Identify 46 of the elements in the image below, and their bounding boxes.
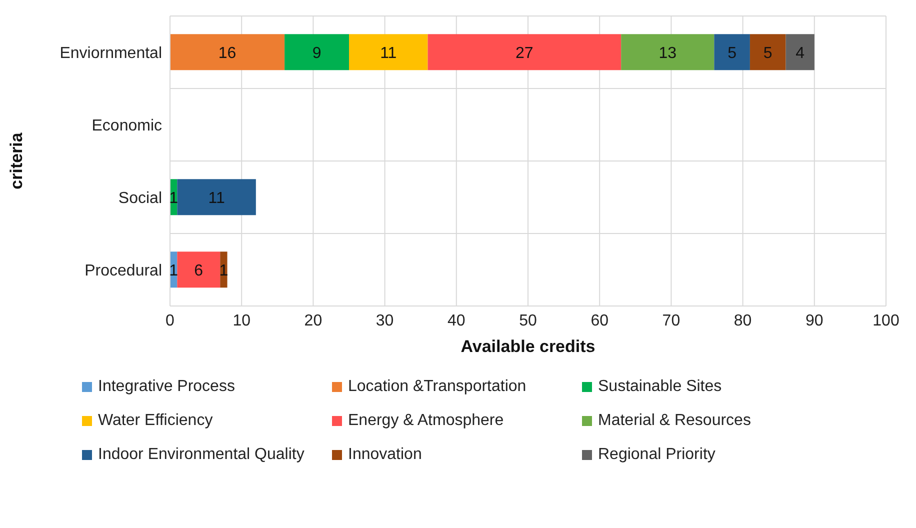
data-label: 5 — [763, 44, 772, 62]
x-tick-label: 0 — [166, 312, 175, 330]
bar — [349, 34, 428, 70]
x-tick-label: 10 — [232, 312, 251, 330]
data-label: 4 — [796, 44, 805, 62]
legend-label: Sustainable Sites — [598, 378, 722, 396]
legend-label: Regional Priority — [598, 446, 716, 464]
data-label: 6 — [194, 262, 204, 280]
legend-label: Integrative Process — [98, 378, 235, 396]
legend-label: Energy & Atmosphere — [348, 412, 504, 430]
bar — [786, 34, 814, 70]
y-tick-label: Economic — [92, 117, 162, 134]
legend-label: Material & Resources — [598, 412, 751, 430]
bar — [714, 34, 750, 70]
x-tick-label: 50 — [519, 312, 537, 330]
bar — [177, 252, 220, 288]
data-label: 27 — [516, 44, 534, 62]
legend-label: Indoor Environmental Quality — [98, 446, 304, 464]
data-label: 13 — [658, 44, 677, 62]
legend-label: Location &Transportation — [348, 378, 526, 396]
data-label: 5 — [728, 44, 737, 62]
data-label: 11 — [208, 190, 225, 207]
y-tick-label: Social — [118, 190, 162, 207]
data-label: 11 — [380, 44, 397, 62]
x-tick-label: 30 — [376, 312, 394, 330]
x-tick-label: 100 — [872, 312, 900, 330]
bar — [428, 34, 622, 70]
legend-label: Water Efficiency — [98, 412, 213, 430]
x-axis-title: Available credits — [460, 337, 596, 356]
y-tick-label: Enviornmental — [60, 44, 162, 62]
x-tick-label: 90 — [806, 312, 824, 330]
y-axis-title: criteria — [7, 132, 26, 190]
x-tick-label: 40 — [448, 312, 466, 330]
legend-label: Innovation — [348, 446, 422, 464]
x-tick-label: 80 — [734, 312, 752, 330]
bar — [284, 34, 349, 70]
y-tick-label: Procedural — [84, 262, 162, 280]
bar — [177, 179, 256, 216]
bar — [750, 34, 786, 70]
bar — [170, 34, 285, 70]
x-tick-label: 20 — [304, 312, 322, 330]
data-label: 9 — [312, 44, 322, 62]
bar — [621, 34, 714, 70]
data-label: 16 — [218, 44, 236, 62]
x-tick-label: 70 — [662, 312, 680, 330]
x-tick-label: 60 — [590, 312, 609, 330]
